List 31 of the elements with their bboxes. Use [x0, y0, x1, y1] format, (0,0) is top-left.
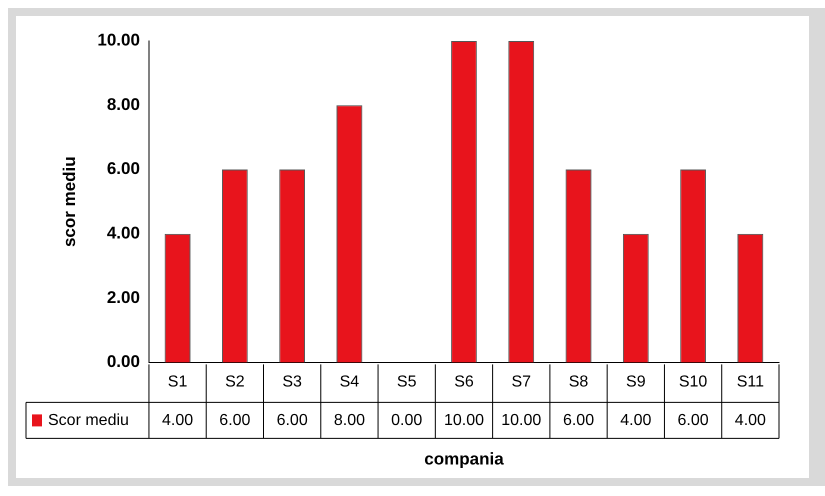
x-tick-label: S6 — [454, 373, 474, 390]
x-tick-label: S1 — [168, 373, 188, 390]
data-label: 0.00 — [391, 412, 422, 429]
x-tick-label: S8 — [568, 373, 588, 390]
x-tick-label: S10 — [678, 373, 708, 390]
data-label: 8.00 — [334, 412, 366, 429]
y-axis-title: scor mediu — [60, 156, 79, 248]
legend-label: Scor mediu — [48, 412, 129, 429]
data-label: 4.00 — [162, 412, 194, 429]
x-tick-label: S3 — [282, 373, 302, 390]
data-label: 10.00 — [501, 412, 542, 429]
data-label: 4.00 — [620, 412, 652, 429]
y-tick-label: 2.00 — [106, 288, 140, 307]
x-tick-label: S11 — [736, 373, 764, 390]
x-tick-label: S4 — [340, 373, 360, 390]
y-tick-label: 0.00 — [106, 352, 140, 372]
data-label: 4.00 — [734, 412, 766, 429]
x-axis-title: compania — [424, 449, 504, 468]
x-tick-label: S5 — [396, 373, 417, 390]
y-tick-label: 4.00 — [106, 224, 140, 243]
x-tick-label: S7 — [511, 373, 532, 390]
x-tick-label: S9 — [626, 373, 646, 390]
data-label: 6.00 — [276, 412, 308, 429]
data-label: 6.00 — [562, 412, 594, 429]
y-tick-label: 6.00 — [106, 159, 140, 178]
y-tick-label: 8.00 — [106, 94, 140, 114]
data-label: 10.00 — [444, 412, 484, 429]
data-label: 6.00 — [219, 412, 251, 429]
data-label: 6.00 — [678, 412, 709, 429]
y-tick-label: 10.00 — [97, 30, 140, 50]
x-tick-label: S2 — [225, 373, 245, 390]
